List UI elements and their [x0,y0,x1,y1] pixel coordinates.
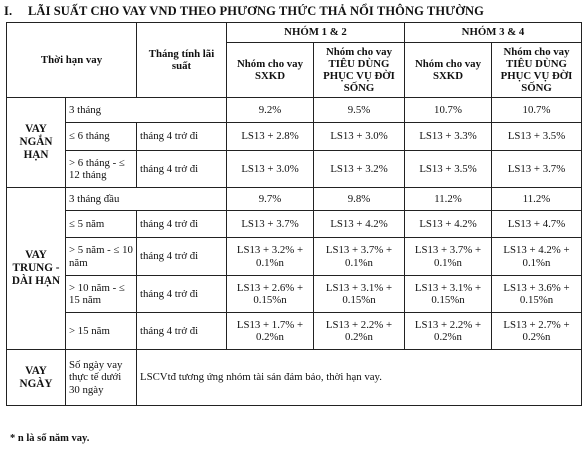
rate-cell: LS13 + 3.7% [491,150,582,188]
rate-cell: 9.7% [226,187,314,211]
header-term: Thời hạn vay [6,22,137,98]
month-cell: tháng 4 trở đi [136,237,227,276]
group-short-term: VAY NGẮN HẠN [6,97,66,188]
rate-cell: LS13 + 4.2% [404,210,492,238]
header-sxkd-3-4: Nhóm cho vay SXKD [404,42,492,98]
rate-cell: LS13 + 4.7% [491,210,582,238]
rate-cell: LS13 + 2.2% + 0.2%n [313,312,405,350]
table-row: VAY TRUNG - DÀI HẠN 3 tháng đầu 9.7% 9.8… [6,187,582,350]
term-cell: > 6 tháng - ≤ 12 tháng [65,150,137,188]
table-row: > 6 tháng - ≤ 12 tháng tháng 4 trở đi LS… [7,150,582,188]
rate-cell: 10.7% [404,97,492,123]
rate-cell: LS13 + 2.6% + 0.15%n [226,275,314,313]
month-cell: tháng 4 trở đi [136,275,227,313]
table-row: VAY NGÀY Số ngày vay thực tế dưới 30 ngà… [6,349,582,406]
term-cell: 3 tháng đầu [65,187,227,211]
header-consumer-3-4: Nhóm cho vay TIÊU DÙNG PHỤC VỤ ĐỜI SỐNG [491,42,582,98]
rate-cell: LS13 + 3.2% + 0.1%n [226,237,314,276]
day-loan-note: LSCVtđ tương ứng nhóm tài sản đảm bảo, t… [136,349,582,406]
group-medium-long-term: VAY TRUNG - DÀI HẠN [6,187,66,350]
month-cell: tháng 4 trở đi [136,312,227,350]
group-day-loans: VAY NGÀY [6,349,66,406]
table-row: > 10 năm - ≤ 15 năm tháng 4 trở đi LS13 … [7,275,582,313]
rate-cell: LS13 + 3.0% [313,122,405,151]
section-title: I. LÃI SUẤT CHO VAY VND THEO PHƯƠNG THỨC … [4,4,484,19]
section-title-text: LÃI SUẤT CHO VAY VND THEO PHƯƠNG THỨC TH… [28,4,485,18]
table-row: ≤ 6 tháng tháng 4 trở đi LS13 + 2.8% LS1… [7,122,582,151]
rate-cell: LS13 + 3.3% [404,122,492,151]
header-month-from: Tháng tính lãi suất [136,22,227,98]
rate-cell: LS13 + 3.0% [226,150,314,188]
term-cell: 3 tháng [65,97,227,123]
month-cell: tháng 4 trở đi [136,210,227,238]
rate-cell: 9.5% [313,97,405,123]
rate-cell: LS13 + 3.7% + 0.1%n [313,237,405,276]
rate-cell: 11.2% [404,187,492,211]
rate-cell: 11.2% [491,187,582,211]
rate-cell: LS13 + 3.6% + 0.15%n [491,275,582,313]
header-group-1-2: NHÓM 1 & 2 [226,22,405,43]
footnote: * n là số năm vay. [10,433,90,444]
rate-cell: LS13 + 4.2% + 0.1%n [491,237,582,276]
table-row: > 5 năm - ≤ 10 năm tháng 4 trở đi LS13 +… [7,237,582,276]
term-cell: ≤ 6 tháng [65,122,137,151]
header-consumer-1-2: Nhóm cho vay TIÊU DÙNG PHỤC VỤ ĐỜI SỐNG [313,42,405,98]
rate-cell: LS13 + 4.2% [313,210,405,238]
rate-cell: LS13 + 3.7% + 0.1%n [404,237,492,276]
term-cell: > 15 năm [65,312,137,350]
term-cell: Số ngày vay thực tế dưới 30 ngày [65,349,137,406]
rate-cell: LS13 + 3.2% [313,150,405,188]
table-row: ≤ 5 năm tháng 4 trở đi LS13 + 3.7% LS13 … [7,210,582,238]
rate-cell: LS13 + 3.5% [491,122,582,151]
rate-cell: LS13 + 3.1% + 0.15%n [313,275,405,313]
rate-cell: LS13 + 1.7% + 0.2%n [226,312,314,350]
rate-cell: LS13 + 3.5% [404,150,492,188]
rate-cell: 9.2% [226,97,314,123]
rate-cell: LS13 + 2.7% + 0.2%n [491,312,582,350]
term-cell: > 10 năm - ≤ 15 năm [65,275,137,313]
rate-cell: LS13 + 3.7% [226,210,314,238]
rate-cell: 9.8% [313,187,405,211]
rate-cell: LS13 + 3.1% + 0.15%n [404,275,492,313]
table-row: VAY NGẮN HẠN 3 tháng 9.2% 9.5% 10.7% 10.… [6,97,582,188]
table-row: > 15 năm tháng 4 trở đi LS13 + 1.7% + 0.… [7,312,582,350]
rate-cell: LS13 + 2.8% [226,122,314,151]
month-cell: tháng 4 trở đi [136,122,227,151]
term-cell: ≤ 5 năm [65,210,137,238]
rate-cell: 10.7% [491,97,582,123]
header-sxkd-1-2: Nhóm cho vay SXKD [226,42,314,98]
month-cell: tháng 4 trở đi [136,150,227,188]
term-cell: > 5 năm - ≤ 10 năm [65,237,137,276]
header-group-3-4: NHÓM 3 & 4 [404,22,582,43]
section-number: I. [4,4,13,18]
interest-rate-table: Thời hạn vay Tháng tính lãi suất NHÓM 1 … [6,22,582,406]
rate-cell: LS13 + 2.2% + 0.2%n [404,312,492,350]
